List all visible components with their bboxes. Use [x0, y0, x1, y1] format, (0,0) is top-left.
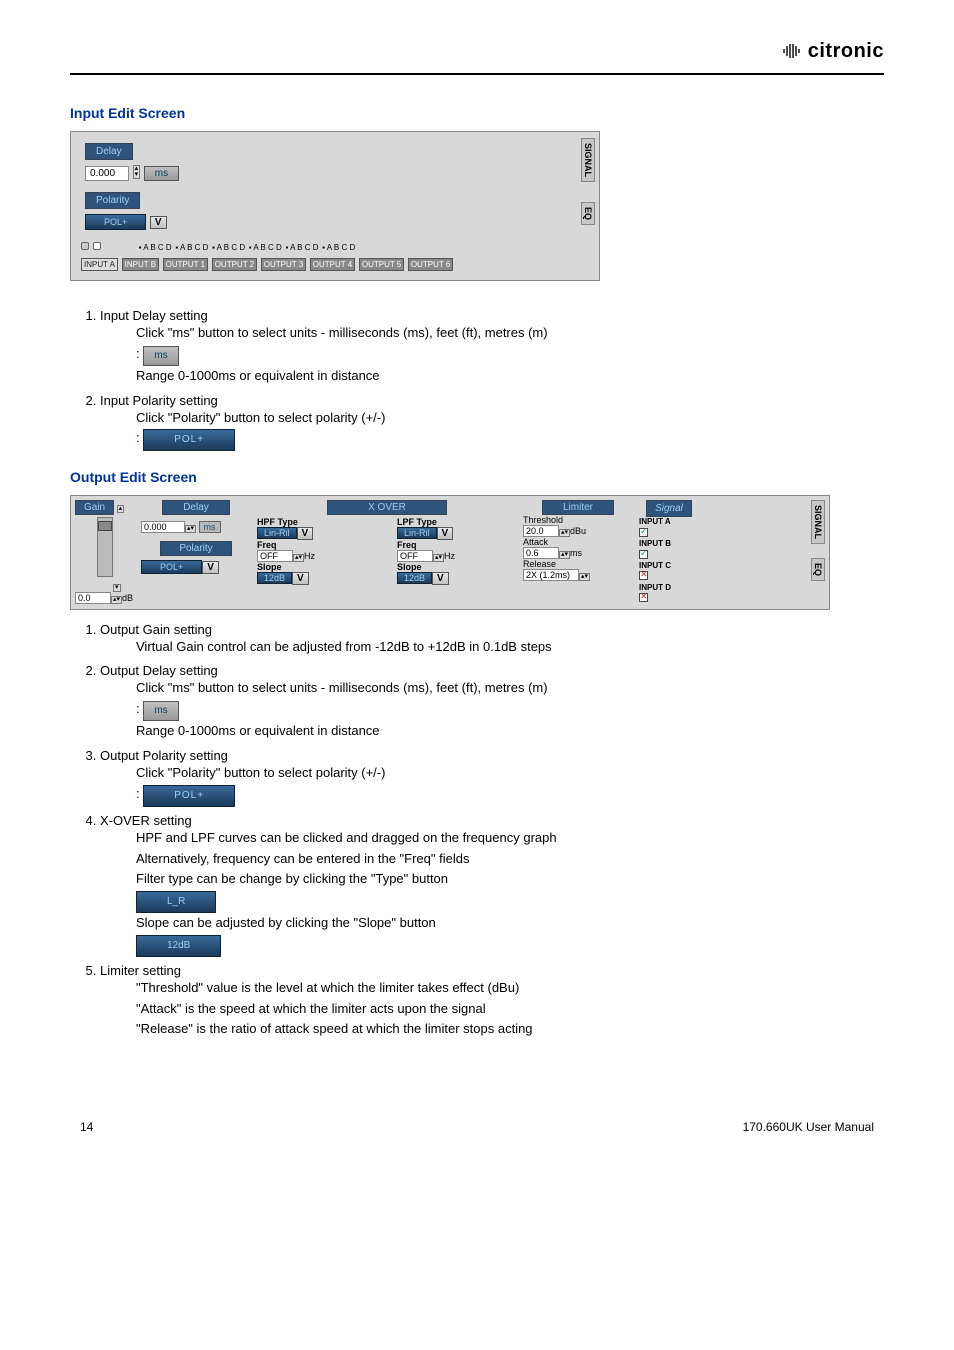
mute-group-3: ▪ A B C D [212, 243, 245, 252]
tab-output-5[interactable]: OUTPUT 5 [359, 258, 404, 271]
out-pol-button[interactable]: POL+ [141, 560, 202, 574]
gain-label: Gain [75, 500, 114, 515]
lpf-slope-value[interactable]: 12dB [397, 572, 432, 584]
lpf-freq-label: Freq [397, 540, 417, 550]
chk-c[interactable] [639, 571, 648, 580]
output-edit-screenshot: Gain ▴ ▾ 0.0▴▾dB Delay 0.000▴▾ ms Polari… [70, 495, 830, 609]
hpf-type-label: HPF Type [257, 517, 298, 527]
release-value[interactable]: 2X (1.2ms) [523, 569, 579, 581]
tab-output-6[interactable]: OUTPUT 6 [408, 258, 453, 271]
out-polarity-label: Polarity [160, 541, 231, 556]
page-number: 14 [80, 1120, 93, 1134]
out-gain-title: Output Gain setting [100, 622, 212, 637]
tab-output-1[interactable]: OUTPUT 1 [163, 258, 208, 271]
polarity-dropdown[interactable]: V [150, 216, 167, 229]
gain-up[interactable]: ▴ [117, 505, 125, 513]
out-ms-inline[interactable]: ms [143, 701, 178, 721]
delay-value[interactable]: 0.000 [85, 166, 129, 181]
input-edit-title: Input Edit Screen [70, 105, 884, 121]
out-pol-inline[interactable]: POL+ [143, 785, 235, 807]
attack-label: Attack [523, 537, 548, 547]
xover-d3: Filter type can be change by clicking th… [136, 871, 448, 886]
limiter-d2: "Attack" is the speed at which the limit… [136, 1001, 486, 1016]
tab-input-b[interactable]: INPUT B [122, 258, 159, 271]
input-edit-screenshot: Delay 0.000 ▴▾ ms Polarity POL+ V ▪ A B … [70, 131, 600, 281]
tab-output-3[interactable]: OUTPUT 3 [261, 258, 306, 271]
xover-title: X-OVER setting [100, 813, 192, 828]
mute-group-5: ▪ A B C D [285, 243, 318, 252]
signal-label: Signal [646, 500, 692, 517]
chk-a[interactable] [639, 528, 648, 537]
logo-icon [782, 42, 802, 65]
limiter-label: Limiter [542, 500, 614, 515]
out-ms-button[interactable]: ms [199, 521, 221, 533]
ms-button[interactable]: ms [144, 166, 179, 181]
xover-label: X OVER [327, 500, 447, 515]
tab-output-4[interactable]: OUTPUT 4 [310, 258, 355, 271]
lpf-type-value[interactable]: Lin-Ril [397, 527, 437, 539]
tab-output-2[interactable]: OUTPUT 2 [212, 258, 257, 271]
out-delay-desc1: Click "ms" button to select units - mill… [136, 680, 548, 695]
doc-title: 170.660UK User Manual [743, 1120, 874, 1134]
input-polarity-desc1: Click "Polarity" button to select polari… [136, 410, 385, 425]
hpf-slope-label: Slope [257, 562, 282, 572]
mute-group-2: ▪ A B C D [175, 243, 208, 252]
lpf-freq-value[interactable]: OFF [397, 550, 433, 562]
slope-button-inline[interactable]: 12dB [136, 935, 221, 957]
delay-panel-label: Delay [85, 143, 133, 160]
xover-d4: Slope can be adjusted by clicking the "S… [136, 915, 436, 930]
xover-d1: HPF and LPF curves can be clicked and dr… [136, 830, 557, 845]
out-delay-label: Delay [162, 500, 230, 515]
out-delay-value[interactable]: 0.000 [141, 521, 185, 533]
limiter-title: Limiter setting [100, 963, 181, 978]
threshold-label: Threshold [523, 515, 563, 525]
limiter-d3: "Release" is the ratio of attack speed a… [136, 1021, 533, 1036]
ms-button-inline[interactable]: ms [143, 346, 178, 366]
output-list: Output Gain setting Virtual Gain control… [70, 622, 884, 1041]
out-eq-side: EQ [811, 558, 825, 581]
type-button-inline[interactable]: L_R [136, 891, 216, 913]
input-delay-title: Input Delay setting [100, 308, 208, 323]
input-delay-desc1: Click "ms" button to select units - mill… [136, 325, 548, 340]
out-polarity-desc: Click "Polarity" button to select polari… [136, 765, 385, 780]
hpf-freq-label: Freq [257, 540, 277, 550]
polarity-button[interactable]: POL+ [85, 214, 146, 230]
input-polarity-title: Input Polarity setting [100, 393, 218, 408]
limiter-d1: "Threshold" value is the level at which … [136, 980, 519, 995]
out-polarity-title: Output Polarity setting [100, 748, 228, 763]
input-list: Input Delay setting Click "ms" button to… [70, 308, 884, 451]
chk-b[interactable] [639, 550, 648, 559]
gain-slider[interactable] [97, 517, 113, 577]
tab-input-a[interactable]: INPUT A [81, 258, 118, 271]
signal-side-label: SIGNAL [581, 138, 595, 182]
delay-stepper[interactable]: ▴▾ [133, 165, 141, 179]
mute-group-6: ▪ A B C D [322, 243, 355, 252]
polarity-panel-label: Polarity [85, 192, 140, 209]
mute-group-4: ▪ A B C D [249, 243, 282, 252]
gain-down[interactable]: ▾ [113, 584, 121, 592]
lpf-type-label: LPF Type [397, 517, 437, 527]
eq-side-label: EQ [581, 202, 595, 225]
header-rule [70, 73, 884, 75]
brand-text: citronic [808, 40, 884, 62]
threshold-value[interactable]: 20.0 [523, 525, 559, 537]
attack-value[interactable]: 0.6 [523, 547, 559, 559]
out-gain-desc: Virtual Gain control can be adjusted fro… [136, 639, 552, 654]
hpf-type-value[interactable]: Lin-Ril [257, 527, 297, 539]
out-delay-title: Output Delay setting [100, 663, 218, 678]
out-delay-desc2: Range 0-1000ms or equivalent in distance [136, 723, 380, 738]
input-delay-desc2: Range 0-1000ms or equivalent in distance [136, 368, 380, 383]
gain-value[interactable]: 0.0 [75, 592, 111, 604]
hpf-freq-value[interactable]: OFF [257, 550, 293, 562]
polarity-button-inline[interactable]: POL+ [143, 429, 235, 451]
output-edit-title: Output Edit Screen [70, 469, 884, 485]
xover-d2: Alternatively, frequency can be entered … [136, 851, 469, 866]
brand-logo: citronic [70, 40, 884, 73]
release-label: Release [523, 559, 556, 569]
out-signal-side: SIGNAL [811, 500, 825, 544]
lpf-slope-label: Slope [397, 562, 422, 572]
hpf-slope-value[interactable]: 12dB [257, 572, 292, 584]
chk-d[interactable] [639, 593, 648, 602]
mute-group-1: ▪ A B C D [139, 243, 172, 252]
